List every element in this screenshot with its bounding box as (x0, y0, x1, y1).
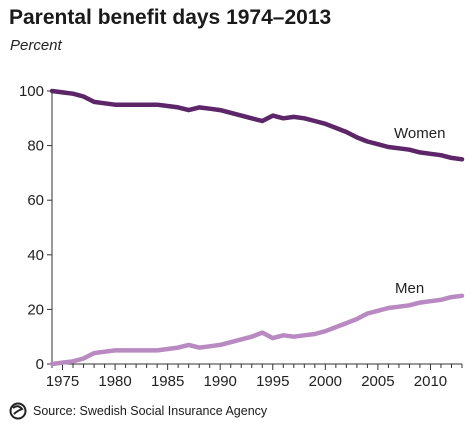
source-note: Source: Swedish Social Insurance Agency (33, 404, 268, 418)
chart-subtitle: Percent (10, 37, 62, 54)
x-tick-label: 1985 (151, 373, 184, 390)
y-tick-label: 0 (36, 356, 44, 373)
chart-axes: 0 20 40 60 80 100 1975 1980 1985 1990 1995 2000 2005… (19, 83, 463, 390)
series-line-women (49, 88, 465, 162)
series-label-men: Men (395, 280, 424, 297)
y-tick-label: 20 (27, 301, 44, 318)
line-chart: 0 20 40 60 80 100 1975 1980 1985 1990 1995 2000 2005… (19, 83, 465, 390)
y-tick-label: 60 (27, 192, 44, 209)
x-tick-label: 1995 (256, 373, 289, 390)
x-tick-label: 2000 (309, 373, 342, 390)
y-tick-label: 100 (19, 83, 44, 100)
x-tick-label: 2010 (414, 373, 447, 390)
y-tick-label: 80 (27, 138, 44, 155)
x-tick-label: 1975 (46, 373, 79, 390)
series-line-men (49, 293, 465, 367)
x-tick-label: 1990 (204, 373, 237, 390)
series-label-women: Women (394, 125, 445, 142)
x-tick-label: 2005 (361, 373, 394, 390)
source-row: Source: Swedish Social Insurance Agency (8, 402, 267, 420)
chart-title: Parental benefit days 1974–2013 (9, 6, 332, 29)
agency-swirl-logo-icon (9, 402, 27, 420)
chart-labels: Women Men (394, 125, 445, 297)
y-tick-label: 40 (27, 247, 44, 264)
x-tick-label: 1980 (98, 373, 131, 390)
chart-series (49, 88, 465, 367)
